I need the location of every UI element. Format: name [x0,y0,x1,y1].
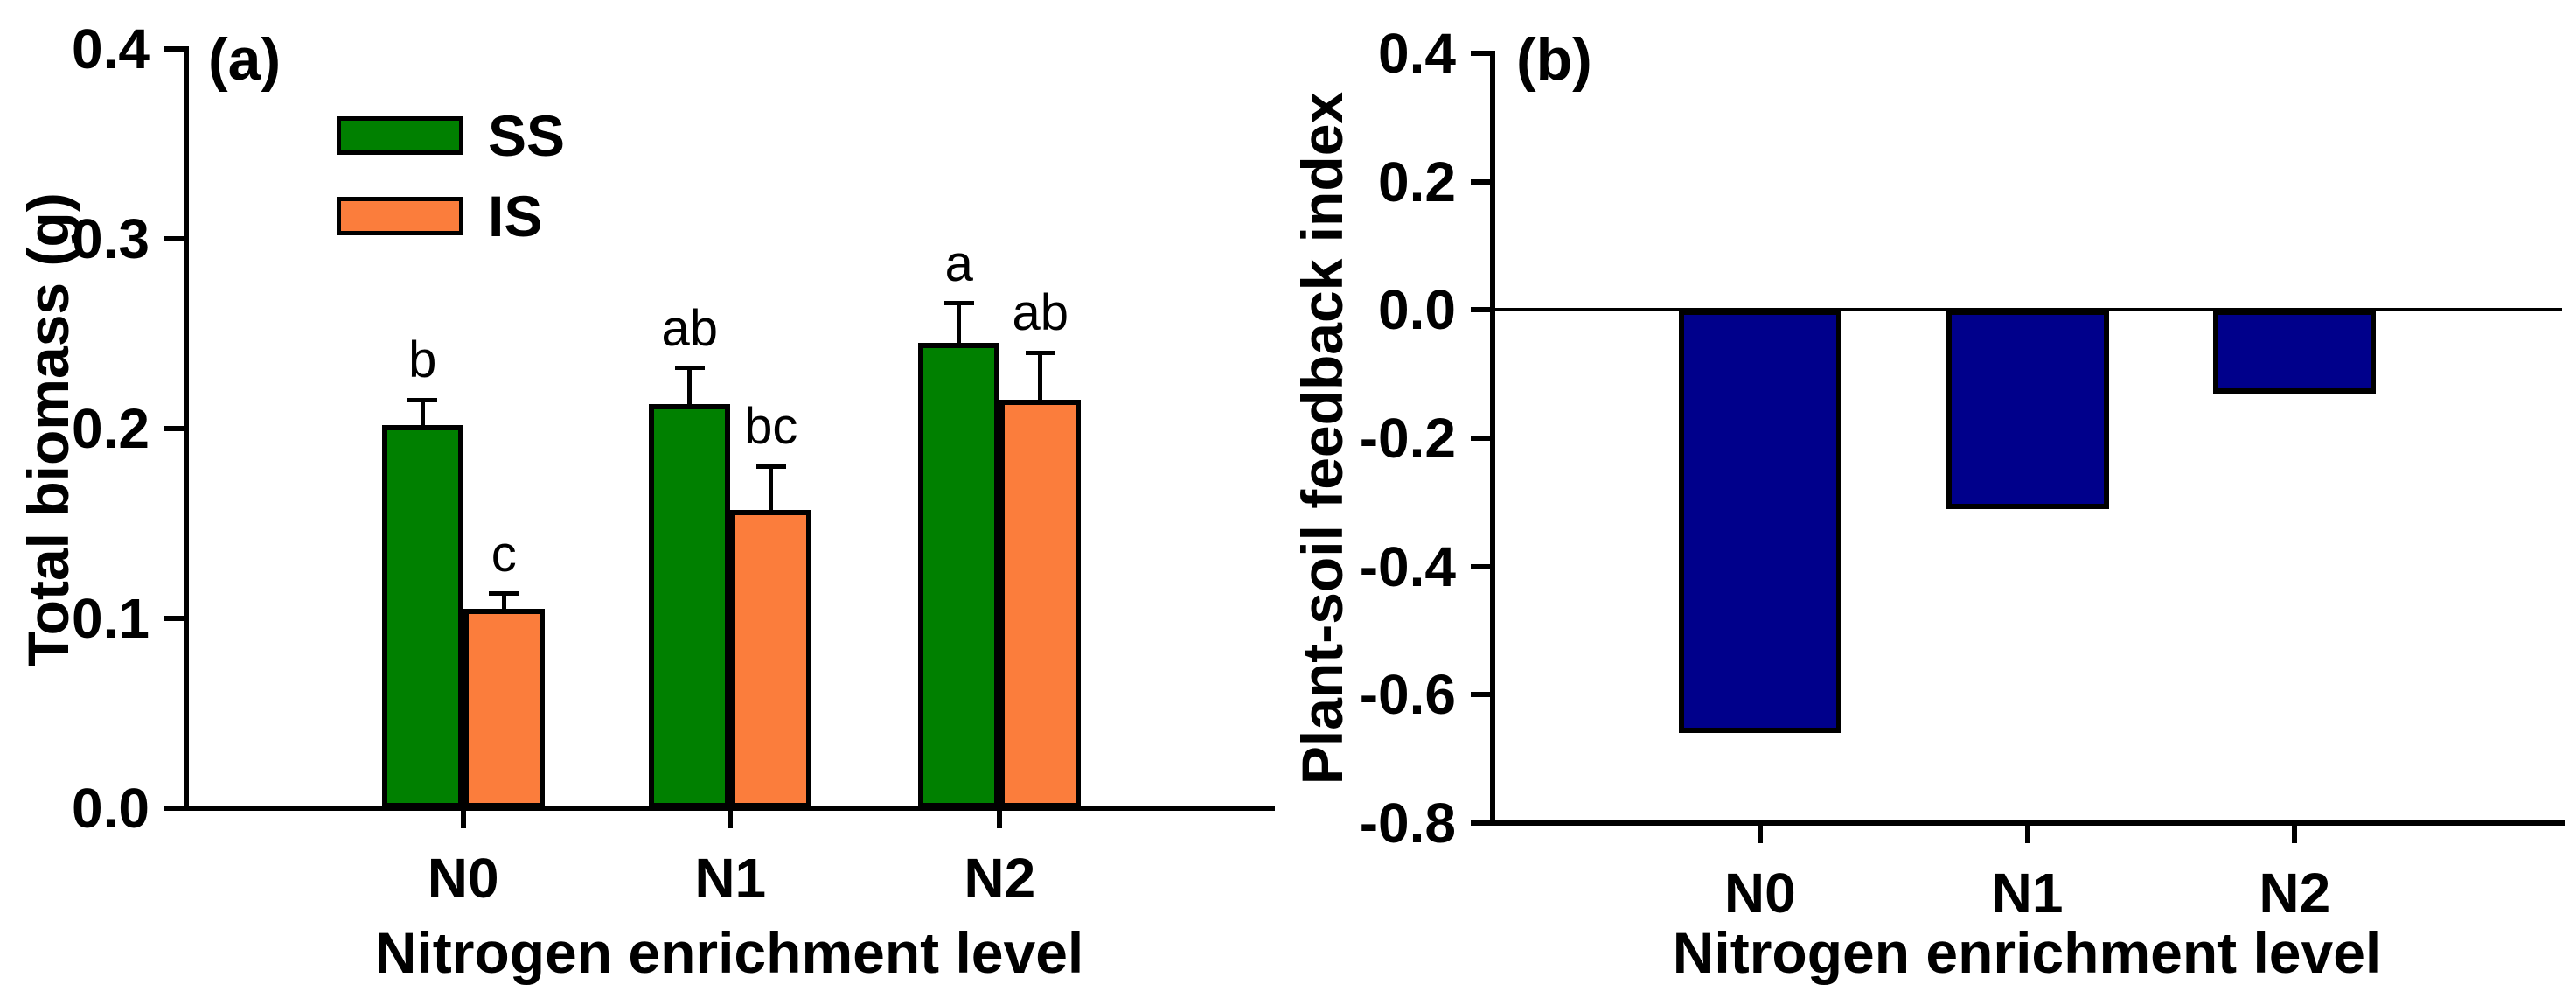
error-bar-cap [489,591,519,597]
error-bar-cap [943,301,974,306]
legend-label-ss: SS [488,103,566,168]
bar-plant-soil-feedback-index-n1 [1946,310,2109,509]
error-bar-cap [755,464,786,469]
x-tick [2024,826,2030,843]
legend-label-is: IS [488,184,543,248]
category-label: N0 [1723,862,1796,925]
sig-letter: a [944,234,973,292]
bar-ss-n0 [381,424,463,808]
panel-a-plot-area: 0.4 0.3 0.2 0.1 0.0 N0 b c N1 ab bc N2 a ab [72,17,1275,910]
sig-letter: c [491,525,517,583]
error-bar-line [769,466,774,511]
category-label: N2 [964,847,1036,910]
error-bar-cap [674,366,705,371]
y-tick [164,426,186,431]
error-bar-line [1038,352,1043,401]
y-axis-line [184,46,189,811]
y-tick-label: 0.3 [72,207,150,270]
x-tick [460,811,466,828]
y-tick [1471,178,1493,185]
y-tick-label: 0.0 [1378,278,1456,342]
y-tick [164,236,186,241]
y-tick [1471,51,1493,56]
y-tick [1471,692,1493,698]
sig-letter: ab [1012,284,1069,342]
error-bar-line [957,303,962,344]
bar-ss-n2 [918,343,1000,808]
error-bar-cap [407,397,438,402]
legend-swatch-is [337,197,463,235]
panel-a-x-axis-title: Nitrogen enrichment level [374,920,1084,985]
y-tick-label: -0.2 [1359,407,1456,470]
error-bar-line [687,367,693,404]
category-label: N1 [1991,862,2064,925]
panel-b-x-axis-title: Nitrogen enrichment level [1672,920,2382,985]
y-tick-label: 0.1 [72,587,150,650]
category-label: N2 [2259,862,2331,925]
y-tick [1471,307,1493,313]
sig-letter: bc [744,398,798,456]
x-axis-line [184,806,1275,811]
y-tick [1471,563,1493,569]
y-tick [1471,436,1493,441]
y-tick [164,46,186,52]
bar-is-n0 [463,609,545,808]
error-bar-cap [1025,350,1055,355]
bar-is-n1 [730,510,812,808]
panel-a-label: (a) [208,26,282,93]
panel-b-label: (b) [1516,26,1592,93]
y-tick-label: 0.4 [1378,22,1456,85]
panel-a: (a) Total biomass (g) Nitrogen enrichmen… [16,17,1275,985]
y-tick-label: -0.4 [1359,534,1456,598]
category-label: N0 [427,847,499,910]
y-tick-label: 0.0 [72,777,150,840]
bar-plant-soil-feedback-index-n0 [1678,310,1841,734]
x-tick [997,811,1003,828]
legend-item-is: IS [337,187,542,245]
error-bar-line [501,593,506,610]
legend-item-ss: SS [337,107,565,164]
sig-letter: b [408,332,437,389]
error-bar-line [420,400,425,425]
bar-ss-n1 [649,403,731,808]
sig-letter: ab [661,299,718,357]
bar-is-n2 [999,400,1082,808]
y-tick-label: 0.4 [72,17,150,80]
y-tick-label: -0.6 [1359,663,1456,727]
y-tick-label: -0.8 [1359,792,1456,855]
x-tick [1757,826,1763,843]
category-label: N1 [694,847,767,910]
panel-b: (b) Plant-soil feedback index Nitrogen e… [1259,0,2576,1005]
bar-plant-soil-feedback-index-n2 [2213,310,2377,394]
x-axis-line [1490,820,2565,826]
legend-swatch-ss [337,116,463,155]
y-axis-line [1490,51,1495,826]
y-tick [164,806,186,811]
y-tick-label: 0.2 [72,397,150,460]
y-tick [1471,820,1493,826]
x-tick [2292,826,2298,843]
y-tick [164,616,186,621]
x-tick [728,811,734,828]
y-tick-label: 0.2 [1378,150,1456,213]
panel-b-plot-area: 0.4 0.2 0.0 -0.2 -0.4 -0.6 -0.8 N0 N1 N2 [1259,0,2576,1005]
